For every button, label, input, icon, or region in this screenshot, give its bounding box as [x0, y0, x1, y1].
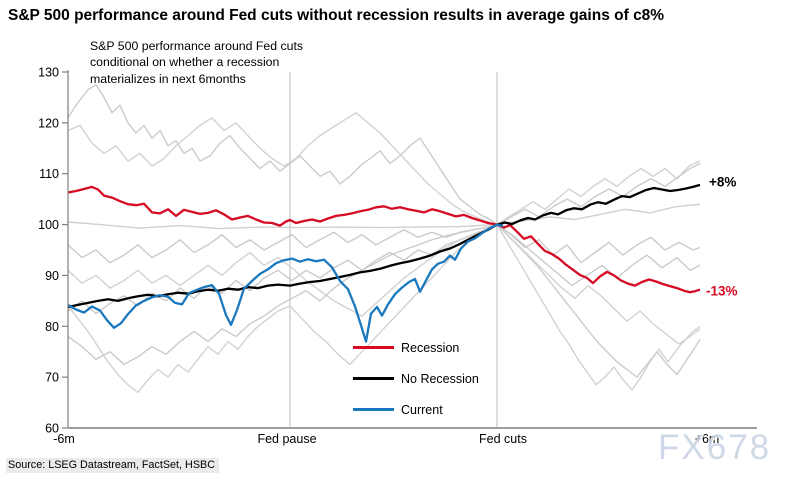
- legend-item-no-recession: No Recession: [353, 363, 479, 394]
- legend-item-current: Current: [353, 394, 479, 425]
- source-note: Source: LSEG Datastream, FactSet, HSBC: [6, 458, 220, 473]
- page-title: S&P 500 performance around Fed cuts with…: [8, 7, 665, 24]
- end-value-label: +8%: [709, 174, 736, 189]
- chart-legend: Recession No Recession Current: [353, 332, 479, 425]
- y-tick-label: 80: [45, 320, 59, 334]
- x-axis-label: +6m: [695, 432, 720, 446]
- background-episode-line: [67, 223, 701, 345]
- background-episode-line: [67, 223, 701, 264]
- x-axis-label: Fed pause: [257, 432, 316, 446]
- current-line-swatch: [353, 408, 394, 411]
- chart-annotation: S&P 500 performance around Fed cuts cond…: [90, 38, 360, 87]
- legend-label: No Recession: [401, 371, 479, 386]
- y-tick-label: 70: [45, 371, 59, 385]
- background-episode-line: [67, 203, 701, 230]
- annotation-line-2: conditional on whether a recession: [90, 55, 280, 70]
- y-tick-label: 100: [38, 218, 59, 232]
- no-recession-line-swatch: [353, 377, 394, 380]
- y-tick-label: 60: [45, 422, 59, 436]
- series-line-recession: [67, 185, 701, 294]
- background-episode-line: [67, 111, 701, 226]
- background-episode-line: [67, 223, 701, 366]
- background-episode-line: [67, 223, 701, 394]
- y-tick-label: 110: [39, 167, 59, 181]
- series-line-current: [67, 223, 504, 343]
- recession-line-swatch: [353, 346, 394, 349]
- legend-item-recession: Recession: [353, 332, 479, 363]
- y-tick-label: 120: [38, 116, 59, 130]
- y-tick-label: 90: [45, 269, 59, 283]
- series-line-no-recession: [67, 183, 701, 309]
- legend-label: Current: [401, 402, 443, 417]
- annotation-line-3: materializes in next 6months: [90, 71, 246, 86]
- background-episode-line: [67, 83, 701, 378]
- x-axis-label: Fed cuts: [479, 432, 527, 446]
- y-tick-label: 130: [38, 66, 59, 80]
- legend-label: Recession: [401, 340, 460, 355]
- watermark: FX678: [658, 428, 772, 467]
- end-value-label: -13%: [706, 284, 738, 299]
- background-episode-line: [67, 162, 701, 315]
- annotation-line-1: S&P 500 performance around Fed cuts: [90, 39, 304, 53]
- x-axis-label: -6m: [53, 432, 75, 446]
